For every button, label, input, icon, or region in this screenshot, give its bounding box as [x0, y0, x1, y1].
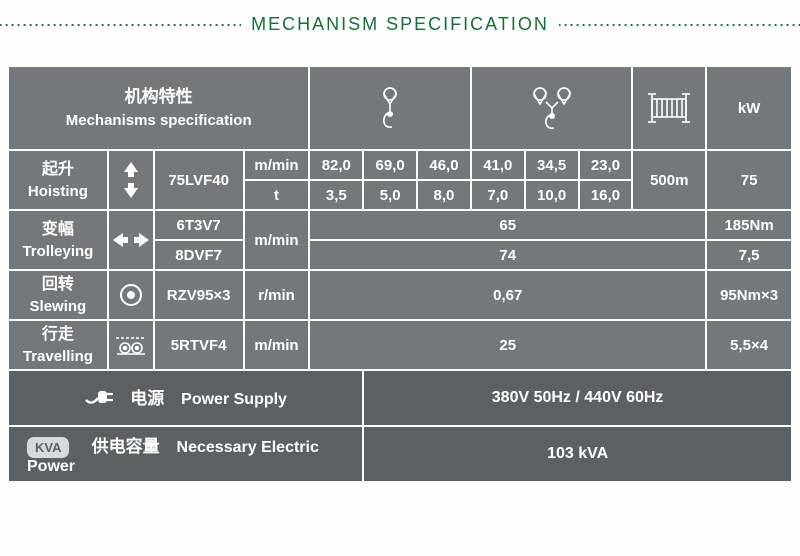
plug-icon [84, 386, 114, 408]
dots-right [559, 24, 800, 26]
mechanisms-header-en: Mechanisms specification [66, 112, 252, 129]
cell: 82,0 [309, 150, 363, 180]
trolleying-unit: m/min [244, 210, 310, 270]
slewing-label: 回转 Slewing [8, 270, 108, 320]
cell: 8,0 [417, 180, 471, 210]
header-row: 机构特性 Mechanisms specification [8, 66, 792, 150]
trolleying-power-1: 185Nm [706, 210, 792, 240]
kw-header: kW [706, 66, 792, 150]
hoisting-power: 75 [706, 150, 792, 210]
slewing-rotate-icon [108, 270, 154, 320]
trolleying-model-2: 8DVF7 [154, 240, 244, 270]
cell: 34,5 [525, 150, 579, 180]
hook-single-icon [309, 66, 470, 150]
travelling-model: 5RTVF4 [154, 320, 244, 370]
cell: 5,0 [363, 180, 417, 210]
travelling-row: 行走 Travelling 5RTVF4 m/min 25 5,5×4 [8, 320, 792, 370]
section-title: MECHANISM SPECIFICATION [251, 14, 549, 35]
cell: 3,5 [309, 180, 363, 210]
cell: 16,0 [579, 180, 633, 210]
trolleying-val-1: 65 [309, 210, 706, 240]
hoist-arrows-icon [108, 150, 154, 210]
travel-wheels-icon [108, 320, 154, 370]
trolley-arrows-icon [108, 210, 154, 270]
travelling-val: 25 [309, 320, 706, 370]
section-header: MECHANISM SPECIFICATION [0, 0, 800, 65]
drum-icon [632, 66, 706, 150]
slewing-power: 95Nm×3 [706, 270, 792, 320]
electric-power-row: KVA 供电容量 Necessary Electric Power 103 kV… [8, 426, 792, 482]
cell: 41,0 [471, 150, 525, 180]
power-supply-value: 380V 50Hz / 440V 60Hz [363, 370, 792, 426]
trolleying-power-2: 7,5 [706, 240, 792, 270]
dots-left [0, 24, 241, 26]
hoisting-unit-load: t [244, 180, 310, 210]
travelling-label: 行走 Travelling [8, 320, 108, 370]
slewing-row: 回转 Slewing RZV95×3 r/min 0,67 95Nm×3 [8, 270, 792, 320]
hoisting-label: 起升 Hoisting [8, 150, 108, 210]
mechanism-spec-table: 机构特性 Mechanisms specification [7, 65, 793, 483]
hoisting-range: 500m [632, 150, 706, 210]
mechanisms-header-cn: 机构特性 [125, 87, 193, 106]
trolleying-model-1: 6T3V7 [154, 210, 244, 240]
cell: 10,0 [525, 180, 579, 210]
cell: 69,0 [363, 150, 417, 180]
trolleying-val-2: 74 [309, 240, 706, 270]
slewing-unit: r/min [244, 270, 310, 320]
hoisting-model: 75LVF40 [154, 150, 244, 210]
slewing-val: 0,67 [309, 270, 706, 320]
cell: 7,0 [471, 180, 525, 210]
power-supply-label: 电源 Power Supply [8, 370, 363, 426]
mechanisms-header: 机构特性 Mechanisms specification [8, 66, 309, 150]
trolleying-row-1: 变幅 Trolleying 6T3V7 m/min 65 185Nm [8, 210, 792, 240]
cell: 23,0 [579, 150, 633, 180]
hoisting-unit-speed: m/min [244, 150, 310, 180]
hook-double-icon [471, 66, 632, 150]
cell: 46,0 [417, 150, 471, 180]
travelling-unit: m/min [244, 320, 310, 370]
hoisting-row-1: 起升 Hoisting 75LVF40 m/min 82,0 69,0 46,0… [8, 150, 792, 180]
kva-badge: KVA [27, 437, 69, 458]
power-supply-row: 电源 Power Supply 380V 50Hz / 440V 60Hz [8, 370, 792, 426]
electric-power-label: KVA 供电容量 Necessary Electric Power [8, 426, 363, 482]
trolleying-label: 变幅 Trolleying [8, 210, 108, 270]
electric-power-value: 103 kVA [363, 426, 792, 482]
travelling-power: 5,5×4 [706, 320, 792, 370]
slewing-model: RZV95×3 [154, 270, 244, 320]
